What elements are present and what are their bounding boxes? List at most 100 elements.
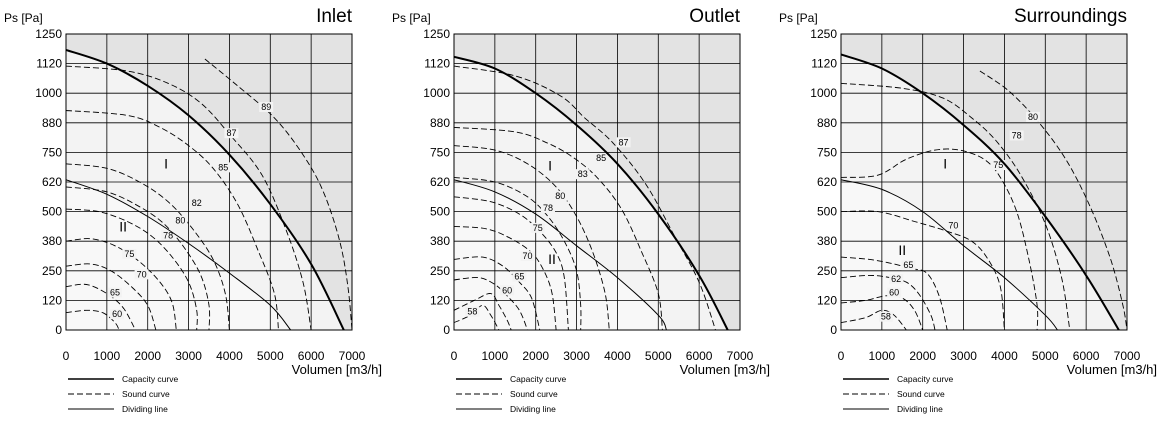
y-tick-label: 1000 <box>423 86 450 100</box>
x-axis-label: Volumen [m3/h] <box>1067 362 1157 377</box>
sound-label-82: 82 <box>192 198 202 208</box>
x-tick-label: 2000 <box>909 349 936 363</box>
x-tick-label: 4000 <box>216 349 243 363</box>
y-tick-label: 880 <box>42 116 62 130</box>
y-tick-label: 1120 <box>811 57 837 71</box>
sound-label-bg <box>553 190 568 201</box>
x-tick-label: 5000 <box>1032 349 1059 363</box>
capacity-curve <box>454 55 729 330</box>
capacity-curve <box>66 48 345 330</box>
y-tick-label: 380 <box>817 234 837 248</box>
sound-label-bg <box>512 271 527 282</box>
x-tick-label: 0 <box>63 349 70 363</box>
sound-curve-89 <box>204 58 352 330</box>
sound-curve-85 <box>66 110 279 330</box>
y-axis-label: Ps [Pa] <box>4 11 43 25</box>
y-tick-label: 620 <box>817 175 837 189</box>
sound-label-bg <box>110 309 125 320</box>
sound-label-60: 60 <box>889 288 899 298</box>
y-axis-label: Ps [Pa] <box>392 11 431 25</box>
y-tick-label: 500 <box>430 205 450 219</box>
y-tick-label: 1000 <box>35 86 62 100</box>
y-tick-label: 750 <box>430 145 450 159</box>
legend-capacity-label: Capacity curve <box>897 374 953 384</box>
x-tick-label: 3000 <box>175 349 202 363</box>
sound-label-75: 75 <box>993 160 1003 170</box>
sound-curve-70 <box>841 210 1005 330</box>
y-tick-label: 250 <box>42 264 62 278</box>
sound-label-78: 78 <box>163 230 173 240</box>
y-tick-label: 1250 <box>35 27 62 41</box>
dividing-line <box>841 179 1058 330</box>
sound-label-bg <box>616 137 631 148</box>
sound-curve-58 <box>454 304 500 330</box>
x-tick-label: 0 <box>838 349 845 363</box>
sound-curve-80 <box>454 176 582 330</box>
legend: Capacity curve Sound curve Dividing line <box>843 374 953 414</box>
y-tick-label: 380 <box>430 234 450 248</box>
y-tick-label: 1000 <box>810 86 837 100</box>
sound-label-bg <box>122 248 137 259</box>
legend: Capacity curve Sound curve Dividing line <box>456 374 566 414</box>
y-tick-label: 620 <box>430 175 450 189</box>
y-tick-label: 250 <box>817 264 837 278</box>
sound-label-75: 75 <box>533 223 543 233</box>
region-label-ii: II <box>898 242 906 258</box>
sound-label-bg <box>134 269 149 280</box>
sound-label-65: 65 <box>110 288 120 298</box>
x-tick-label: 3000 <box>563 349 590 363</box>
sound-label-58: 58 <box>881 312 891 322</box>
sound-label-bg <box>224 128 239 139</box>
sound-label-bg <box>189 198 204 209</box>
x-tick-label: 5000 <box>645 349 672 363</box>
x-tick-label: 7000 <box>1114 349 1141 363</box>
y-axis-label: Ps [Pa] <box>779 11 818 25</box>
x-tick-label: 7000 <box>339 349 366 363</box>
y-tick-label: 620 <box>42 175 62 189</box>
sound-label-70: 70 <box>137 269 147 279</box>
sound-label-bg <box>540 203 555 214</box>
sound-label-bg <box>108 287 123 298</box>
x-tick-label: 1000 <box>94 349 121 363</box>
sound-label-58: 58 <box>467 307 477 317</box>
x-tick-label: 2000 <box>522 349 549 363</box>
y-tick-label: 120 <box>817 293 837 307</box>
sound-label-65: 65 <box>514 272 524 282</box>
sound-label-bg <box>1026 111 1041 122</box>
y-tick-label: 750 <box>42 145 62 159</box>
sound-label-bg <box>887 287 902 298</box>
sound-label-70: 70 <box>523 251 533 261</box>
legend-dividing-label: Dividing line <box>122 404 168 414</box>
sound-label-bg <box>161 230 176 241</box>
chart-panel-outlet: 87858380787570656058III12501120100088075… <box>392 6 770 414</box>
sound-label-bg <box>991 160 1006 171</box>
region-label-i: I <box>943 155 947 171</box>
sound-label-bg <box>500 285 515 296</box>
y-tick-label: 1250 <box>810 27 837 41</box>
dividing-line <box>66 179 292 330</box>
sound-label-85: 85 <box>596 153 606 163</box>
sound-label-60: 60 <box>112 309 122 319</box>
sound-curve-82 <box>66 163 230 330</box>
sound-label-87: 87 <box>619 137 629 147</box>
sound-label-78: 78 <box>543 203 553 213</box>
chart-title: Outlet <box>689 6 740 27</box>
sound-label-62: 62 <box>891 274 901 284</box>
x-tick-label: 6000 <box>686 349 713 363</box>
plot-frame <box>840 33 1128 331</box>
x-tick-label: 2000 <box>134 349 161 363</box>
sound-label-80: 80 <box>1028 112 1038 122</box>
sound-curve-83 <box>454 145 610 330</box>
sound-curve-80 <box>979 70 1127 330</box>
y-tick-label: 120 <box>430 293 450 307</box>
sound-label-bg <box>530 222 545 233</box>
sound-curve-65 <box>66 283 136 330</box>
sound-curve-65 <box>841 256 948 330</box>
legend-sound-label: Sound curve <box>122 389 170 399</box>
sound-curve-62 <box>841 274 936 330</box>
sound-label-bg <box>594 153 609 164</box>
region-label-ii: II <box>119 218 127 234</box>
sound-label-bg <box>946 220 961 231</box>
sound-label-87: 87 <box>226 128 236 138</box>
